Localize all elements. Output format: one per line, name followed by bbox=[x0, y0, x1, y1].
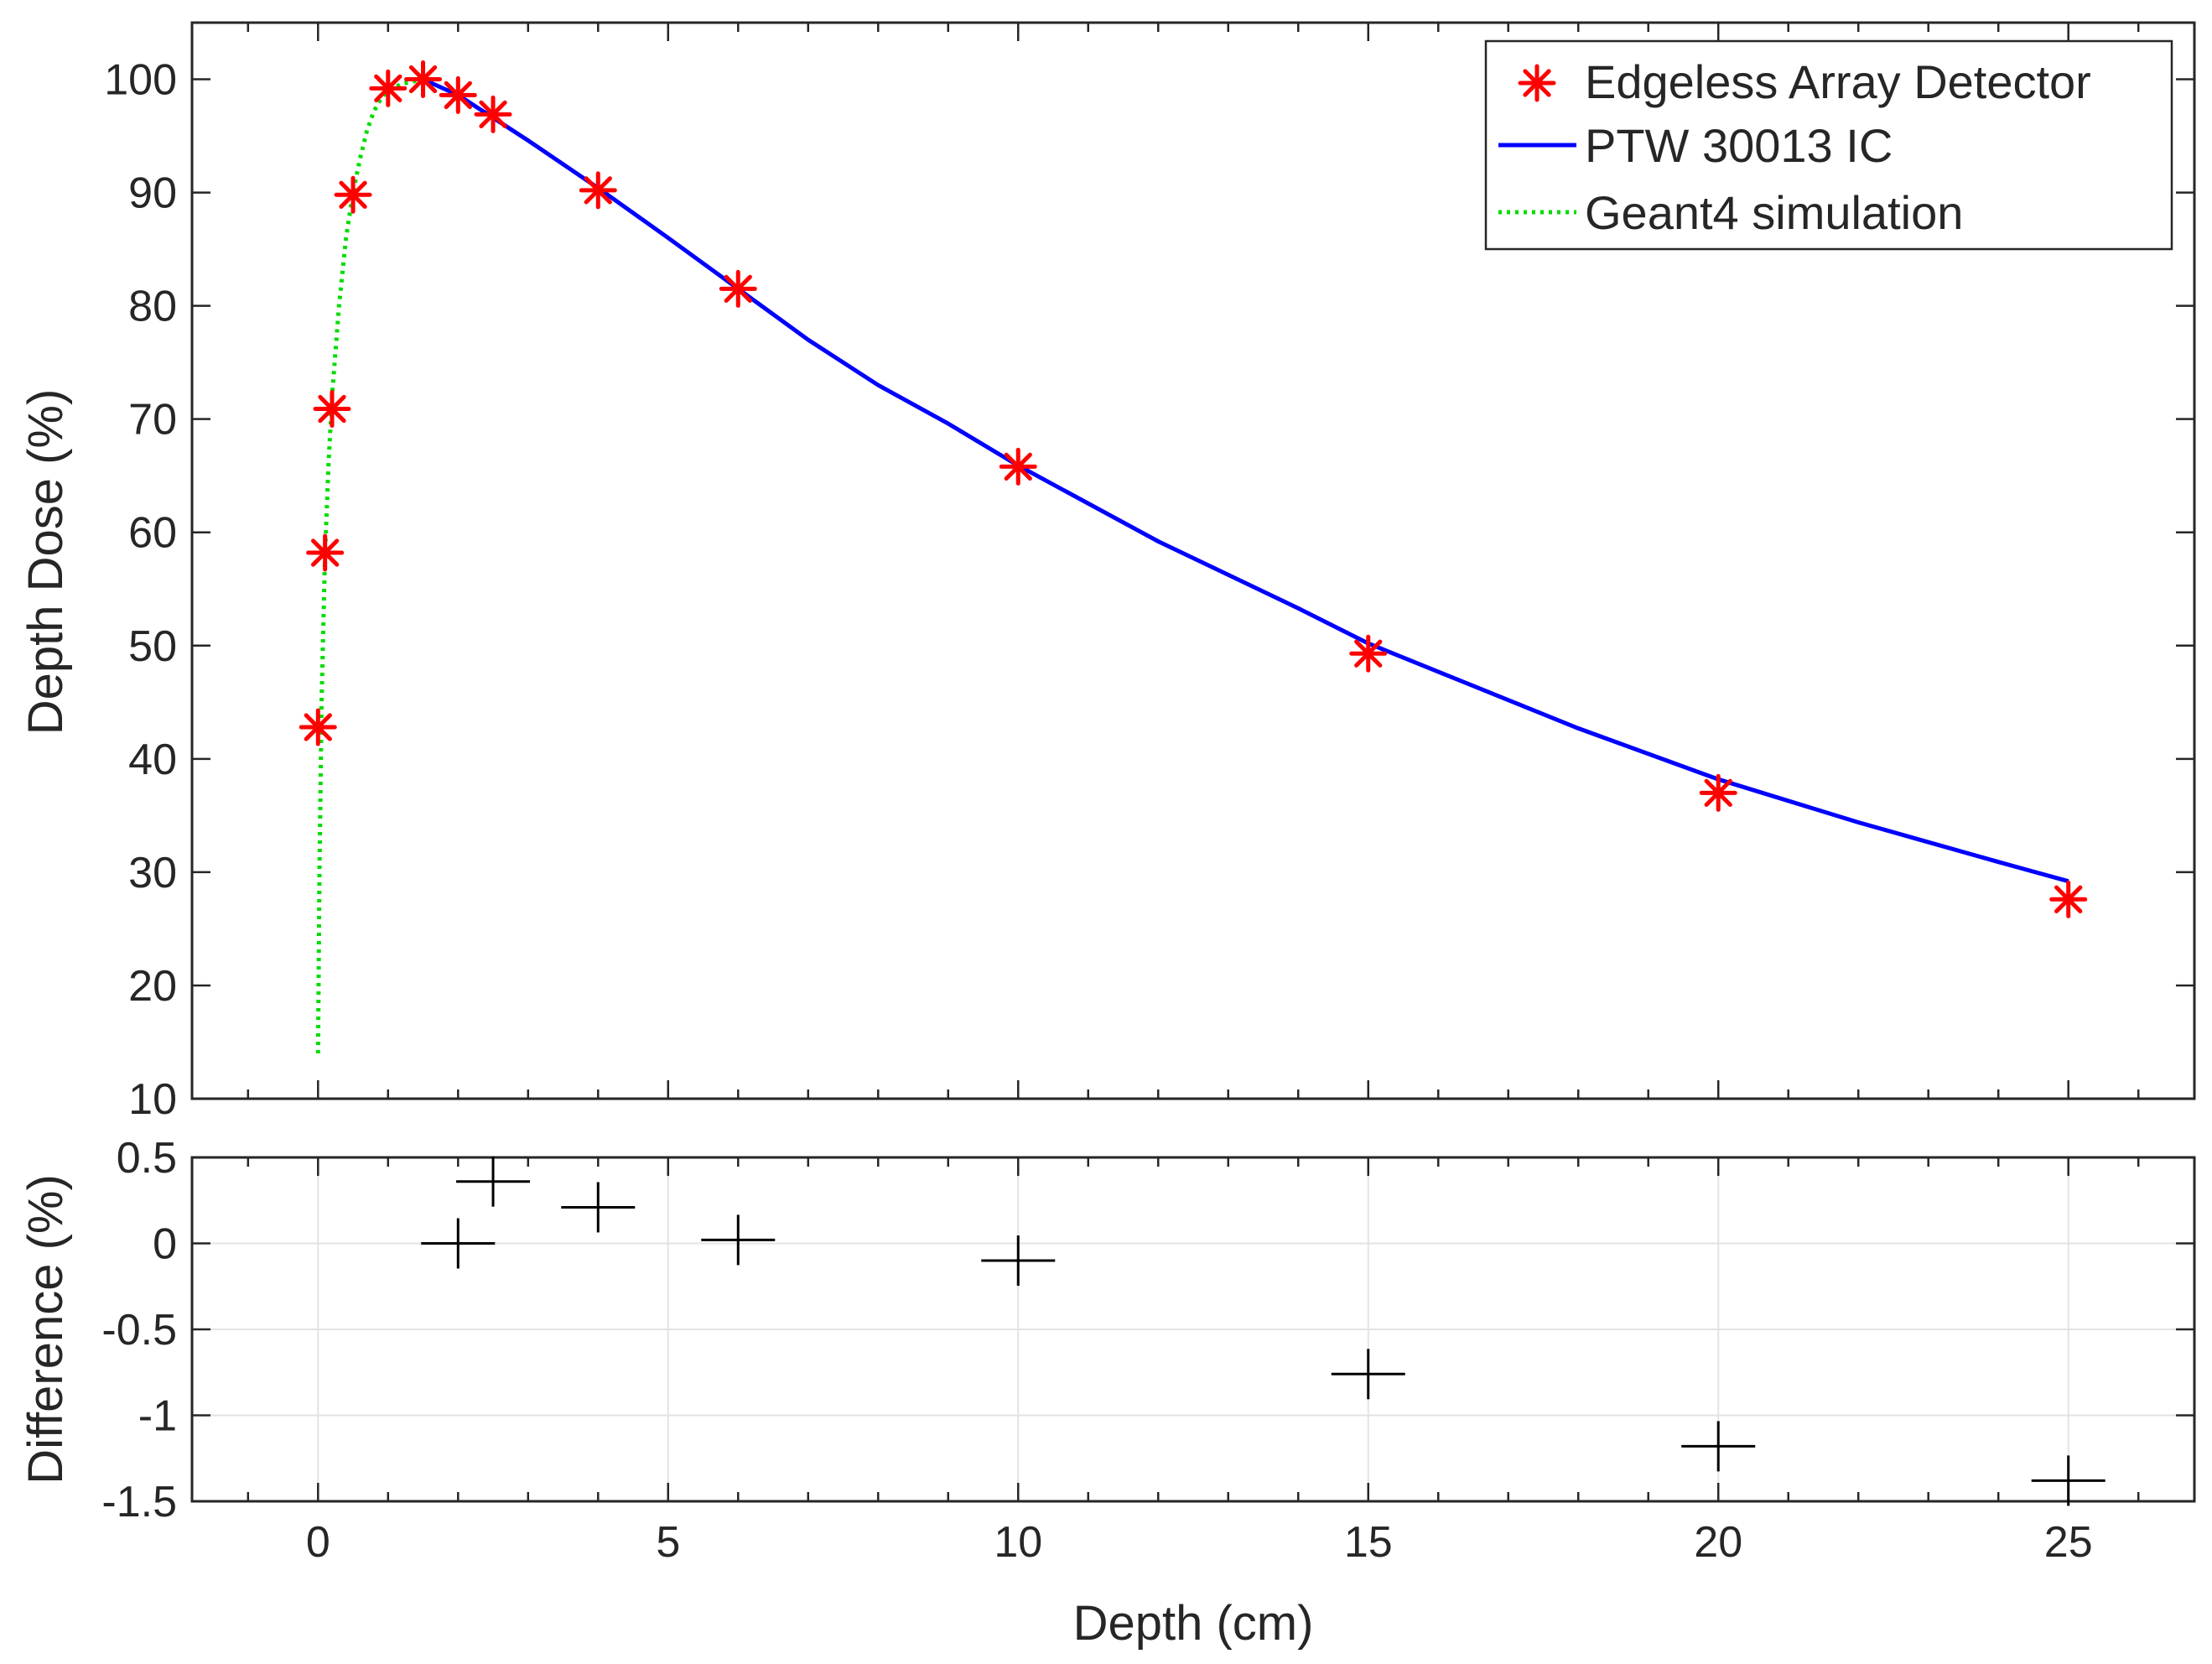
edgeless-array-detector-point bbox=[369, 69, 408, 107]
edgeless-array-detector-point bbox=[439, 75, 477, 114]
edgeless-array-detector-point bbox=[719, 269, 757, 308]
x-axis-label: Depth (cm) bbox=[1073, 1596, 1314, 1651]
bottom-x-tick-label: 10 bbox=[994, 1518, 1042, 1567]
difference-point bbox=[456, 1156, 531, 1207]
edgeless-array-detector-point bbox=[334, 175, 372, 214]
edgeless-array-detector-point bbox=[404, 60, 443, 99]
difference-point bbox=[561, 1182, 636, 1233]
bottom-y-tick-label: -1 bbox=[138, 1392, 177, 1441]
difference-point bbox=[701, 1214, 776, 1266]
bottom-x-tick-label: 20 bbox=[1694, 1518, 1742, 1567]
legend: Edgeless Array Detector PTW 30013 IC Gea… bbox=[1484, 39, 2173, 251]
edgeless-array-detector-point bbox=[474, 95, 512, 133]
top-y-tick-label: 40 bbox=[128, 736, 177, 784]
legend-label-ptw: PTW 30013 IC bbox=[1585, 119, 1893, 172]
bottom-x-tick-label: 25 bbox=[2044, 1518, 2093, 1567]
top-y-tick-label: 90 bbox=[128, 169, 177, 218]
edgeless-array-detector-point bbox=[2049, 880, 2088, 918]
top-y-tick-label: 80 bbox=[128, 283, 177, 331]
legend-box bbox=[1484, 39, 2173, 251]
bottom-y-tick-label: -0.5 bbox=[101, 1306, 177, 1355]
difference-point bbox=[421, 1218, 496, 1269]
legend-label-geant4: Geant4 simulation bbox=[1585, 186, 1963, 239]
top-y-tick-label: 70 bbox=[128, 396, 177, 445]
bottom-x-tick-label: 0 bbox=[306, 1518, 330, 1567]
difference-point bbox=[1681, 1421, 1756, 1472]
bottom-x-tick-label: 15 bbox=[1344, 1518, 1393, 1567]
legend-item-ptw: PTW 30013 IC bbox=[1498, 119, 1893, 172]
legend-item-geant4: Geant4 simulation bbox=[1498, 186, 1963, 239]
top-y-tick-label: 10 bbox=[128, 1075, 177, 1124]
bottom-y-axis-label: Difference (%) bbox=[18, 1174, 73, 1485]
legend-asterisk bbox=[1518, 64, 1556, 102]
top-ticks bbox=[192, 23, 2194, 1100]
bottom-x-tick-label: 5 bbox=[656, 1518, 680, 1567]
edgeless-array-detector-point bbox=[313, 390, 351, 429]
difference-point bbox=[2031, 1455, 2106, 1506]
legend-item-edgeless: Edgeless Array Detector bbox=[1518, 55, 2091, 108]
top-tick-labels: 10 20 30 40 50 60 70 80 90 100 bbox=[104, 56, 177, 1124]
legend-marker-edgeless-asterisk bbox=[1518, 64, 1556, 102]
bottom-y-tick-label: 0.5 bbox=[117, 1134, 177, 1183]
edgeless-array-detector-point bbox=[299, 708, 337, 746]
top-y-tick-label: 30 bbox=[128, 849, 177, 897]
bottom-series bbox=[421, 1156, 2106, 1506]
bottom-tick-labels: -1.5 -1 -0.5 0 0.5 0 5 10 15 20 25 bbox=[101, 1134, 2092, 1567]
bottom-y-tick-label: 0 bbox=[153, 1220, 177, 1269]
top-series bbox=[299, 60, 2088, 1054]
legend-label-edgeless: Edgeless Array Detector bbox=[1585, 55, 2091, 108]
top-y-tick-label: 60 bbox=[128, 509, 177, 558]
edgeless-array-detector-point bbox=[999, 447, 1037, 486]
edgeless-array-detector-point bbox=[1699, 773, 1737, 812]
difference-point bbox=[981, 1235, 1056, 1286]
top-y-tick-label: 50 bbox=[128, 622, 177, 671]
bottom-y-tick-label: -1.5 bbox=[101, 1478, 177, 1526]
top-y-tick-label: 20 bbox=[128, 962, 177, 1011]
ptw-30013-ic-line bbox=[422, 77, 2069, 884]
edgeless-array-detector-point bbox=[306, 533, 345, 572]
bottom-plot-frame bbox=[190, 1156, 2196, 1503]
top-y-tick-label: 100 bbox=[104, 56, 177, 105]
edgeless-array-detector-point bbox=[1349, 634, 1388, 673]
bottom-ticks bbox=[190, 1156, 2196, 1503]
bottom-panel: -1.5-1-0.500.50 5 10 15 20 25 Difference (%) … bbox=[18, 1134, 2196, 1651]
top-y-axis-label: Depth Dose (%) bbox=[18, 389, 73, 736]
difference-point bbox=[1331, 1349, 1405, 1400]
edgeless-array-detector-point bbox=[579, 171, 617, 210]
